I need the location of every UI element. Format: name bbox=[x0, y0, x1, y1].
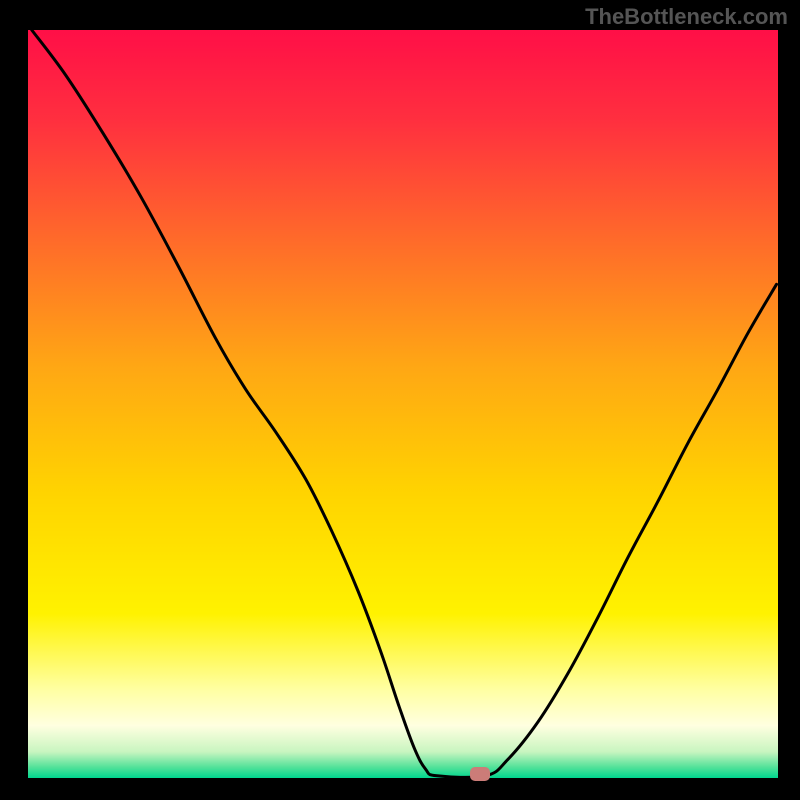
chart-frame: TheBottleneck.com bbox=[0, 0, 800, 800]
chart-curve bbox=[0, 0, 800, 800]
watermark-text: TheBottleneck.com bbox=[585, 4, 788, 30]
min-point-marker bbox=[470, 767, 490, 781]
